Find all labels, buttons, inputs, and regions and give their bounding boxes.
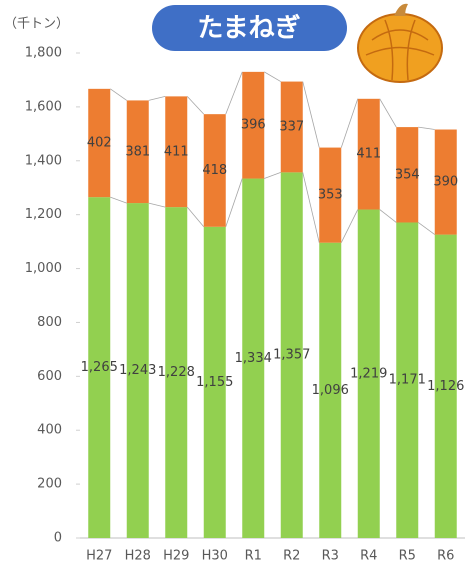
- x-tick-label: H27: [86, 549, 112, 564]
- series-line: [379, 98, 397, 128]
- y-tick-label: 800: [37, 315, 62, 330]
- x-tick-label: R4: [360, 549, 377, 564]
- series-line: [264, 171, 281, 179]
- x-tick-label: R6: [437, 549, 454, 564]
- data-label: 1,265: [81, 360, 118, 375]
- bar-segment: [434, 234, 457, 538]
- series-line: [418, 126, 435, 130]
- bar-segment: [203, 226, 226, 538]
- data-label: 396: [241, 118, 266, 133]
- x-tick-label: H29: [163, 549, 189, 564]
- series-line: [379, 209, 397, 223]
- series-line: [264, 71, 281, 82]
- x-tick-label: H30: [202, 549, 228, 564]
- data-label: 390: [433, 175, 458, 190]
- y-tick-label: 0: [54, 531, 62, 546]
- chart-title: たまねぎ: [197, 14, 300, 44]
- data-label: 1,126: [427, 379, 464, 394]
- bar-segment: [88, 88, 111, 198]
- bar-segment: [280, 81, 303, 173]
- x-tick-label: H28: [125, 549, 151, 564]
- data-label: 381: [125, 144, 150, 159]
- bar-segment: [88, 197, 111, 538]
- x-tick-label: R3: [322, 549, 339, 564]
- x-tick-label: R5: [399, 549, 416, 564]
- bar-segment: [203, 114, 226, 227]
- y-tick-label: 1,800: [25, 46, 62, 61]
- data-label: 411: [356, 147, 381, 162]
- series-line: [225, 71, 243, 115]
- series-line: [225, 178, 243, 227]
- title-pill: [152, 5, 347, 51]
- series-line: [302, 172, 320, 243]
- data-label: 1,334: [235, 351, 272, 366]
- x-tick-label: R2: [283, 549, 300, 564]
- bar-segment: [357, 209, 380, 538]
- series-line: [148, 95, 166, 101]
- data-label: 1,228: [158, 365, 195, 380]
- data-label: 418: [202, 163, 227, 178]
- bar-segment: [434, 129, 457, 235]
- data-label: 1,171: [389, 373, 426, 388]
- bar-segment: [242, 178, 265, 539]
- series-line: [110, 196, 127, 204]
- y-tick-label: 1,400: [25, 153, 62, 168]
- y-tick-label: 600: [37, 369, 62, 384]
- data-label: 353: [318, 188, 343, 203]
- series-line: [340, 209, 359, 243]
- data-label: 411: [164, 144, 189, 159]
- y-tick-label: 1,600: [25, 99, 62, 114]
- bar-segment: [165, 207, 188, 538]
- y-axis-label: （千トン）: [4, 17, 69, 32]
- data-label: 1,357: [273, 348, 310, 363]
- bar-segment: [126, 203, 149, 538]
- data-label: 402: [87, 135, 112, 150]
- series-line: [418, 222, 435, 235]
- bar-segment: [319, 147, 342, 243]
- bar-segment: [357, 98, 380, 210]
- onion-icon: [357, 3, 443, 83]
- y-tick-label: 1,000: [25, 261, 62, 276]
- y-tick-label: 1,200: [25, 207, 62, 222]
- series-line: [148, 202, 166, 208]
- bar-segment: [165, 96, 188, 208]
- bar-segment: [280, 172, 303, 538]
- bar-segment: [319, 242, 342, 538]
- x-tick-label: R1: [245, 549, 262, 564]
- data-label: 1,243: [119, 363, 156, 378]
- data-label: 1,096: [312, 383, 349, 398]
- series-line: [186, 206, 205, 228]
- bar-segment: [126, 100, 149, 204]
- y-tick-label: 200: [37, 477, 62, 492]
- data-label: 1,219: [350, 366, 387, 381]
- data-label: 354: [395, 167, 420, 182]
- series-line: [302, 81, 320, 148]
- series-line: [340, 98, 359, 148]
- data-label: 1,155: [196, 375, 233, 390]
- y-tick-label: 400: [37, 423, 62, 438]
- series-line: [110, 88, 127, 101]
- bar-segment: [396, 222, 419, 538]
- bar-segment: [242, 71, 265, 179]
- data-label: 337: [279, 119, 304, 134]
- bar-segment: [396, 127, 419, 223]
- series-line: [186, 96, 205, 115]
